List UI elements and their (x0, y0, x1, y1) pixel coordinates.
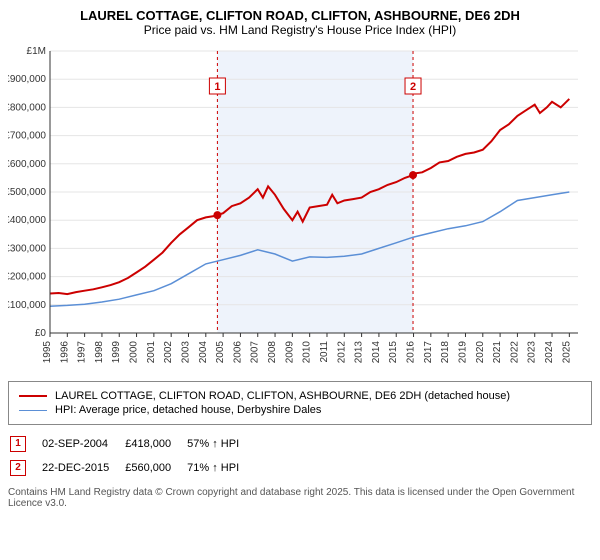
legend-swatch (19, 410, 47, 411)
svg-text:2: 2 (410, 81, 416, 93)
marker-price: £560,000 (125, 457, 185, 479)
svg-text:£500,000: £500,000 (8, 187, 46, 198)
svg-text:2010: 2010 (302, 341, 313, 364)
svg-text:£100,000: £100,000 (8, 300, 46, 311)
svg-text:2003: 2003 (180, 341, 191, 364)
svg-text:2015: 2015 (388, 341, 399, 364)
svg-text:1995: 1995 (42, 341, 53, 364)
svg-text:2023: 2023 (527, 341, 538, 364)
svg-text:2021: 2021 (492, 341, 503, 364)
line-chart-svg: £0 £100,000 £200,000 £300,000 £400,000 £500,0… (8, 45, 588, 375)
svg-text:2000: 2000 (129, 341, 140, 364)
svg-text:2008: 2008 (267, 341, 278, 364)
svg-text:£700,000: £700,000 (8, 131, 46, 142)
marker-badge: 1 (10, 436, 26, 452)
svg-text:1999: 1999 (111, 341, 122, 364)
svg-text:2020: 2020 (475, 341, 486, 364)
legend-item: HPI: Average price, detached house, Derb… (19, 404, 581, 416)
footer-note: Contains HM Land Registry data © Crown c… (8, 487, 592, 509)
svg-text:2004: 2004 (198, 341, 209, 364)
marker-delta: 71% ↑ HPI (187, 457, 253, 479)
svg-text:2019: 2019 (457, 341, 468, 364)
legend-item: LAUREL COTTAGE, CLIFTON ROAD, CLIFTON, A… (19, 390, 581, 402)
svg-text:£400,000: £400,000 (8, 215, 46, 226)
title-line2: Price paid vs. HM Land Registry's House … (8, 23, 592, 37)
marker-delta: 57% ↑ HPI (187, 433, 253, 455)
chart-area: £0 £100,000 £200,000 £300,000 £400,000 £500,0… (8, 45, 592, 375)
svg-text:1998: 1998 (94, 341, 105, 364)
svg-text:2016: 2016 (406, 341, 417, 364)
legend-swatch (19, 395, 47, 397)
svg-text:2025: 2025 (561, 341, 572, 364)
svg-text:£900,000: £900,000 (8, 74, 46, 85)
marker-row: 1 02-SEP-2004£418,00057% ↑ HPI (10, 433, 253, 455)
marker-price: £418,000 (125, 433, 185, 455)
svg-text:2011: 2011 (319, 341, 330, 363)
svg-text:2012: 2012 (336, 341, 347, 364)
svg-text:£600,000: £600,000 (8, 159, 46, 170)
marker-row: 2 22-DEC-2015£560,00071% ↑ HPI (10, 457, 253, 479)
svg-text:2022: 2022 (509, 341, 520, 364)
svg-text:£300,000: £300,000 (8, 243, 46, 254)
markers-table: 1 02-SEP-2004£418,00057% ↑ HPI 2 22-DEC-201… (8, 431, 255, 481)
svg-text:£1M: £1M (27, 46, 46, 57)
svg-text:2013: 2013 (354, 341, 365, 364)
marker-badge: 2 (10, 460, 26, 476)
svg-text:2007: 2007 (250, 341, 261, 364)
svg-text:2017: 2017 (423, 341, 434, 364)
legend-label: HPI: Average price, detached house, Derb… (55, 404, 321, 416)
svg-text:£200,000: £200,000 (8, 272, 46, 283)
chart-title: LAUREL COTTAGE, CLIFTON ROAD, CLIFTON, A… (8, 8, 592, 37)
svg-text:1: 1 (214, 81, 220, 93)
svg-text:2009: 2009 (284, 341, 295, 364)
svg-text:£800,000: £800,000 (8, 102, 46, 113)
svg-text:2018: 2018 (440, 341, 451, 364)
svg-text:1997: 1997 (77, 341, 88, 364)
legend-label: LAUREL COTTAGE, CLIFTON ROAD, CLIFTON, A… (55, 390, 510, 402)
legend: LAUREL COTTAGE, CLIFTON ROAD, CLIFTON, A… (8, 381, 592, 425)
marker-date: 02-SEP-2004 (42, 433, 123, 455)
marker-date: 22-DEC-2015 (42, 457, 123, 479)
svg-text:2005: 2005 (215, 341, 226, 364)
svg-text:2002: 2002 (163, 341, 174, 364)
svg-text:1996: 1996 (59, 341, 70, 364)
svg-text:2024: 2024 (544, 341, 555, 364)
svg-text:2001: 2001 (146, 341, 157, 364)
title-line1: LAUREL COTTAGE, CLIFTON ROAD, CLIFTON, A… (8, 8, 592, 23)
svg-text:2006: 2006 (232, 341, 243, 364)
svg-text:2014: 2014 (371, 341, 382, 364)
svg-text:£0: £0 (35, 328, 47, 339)
